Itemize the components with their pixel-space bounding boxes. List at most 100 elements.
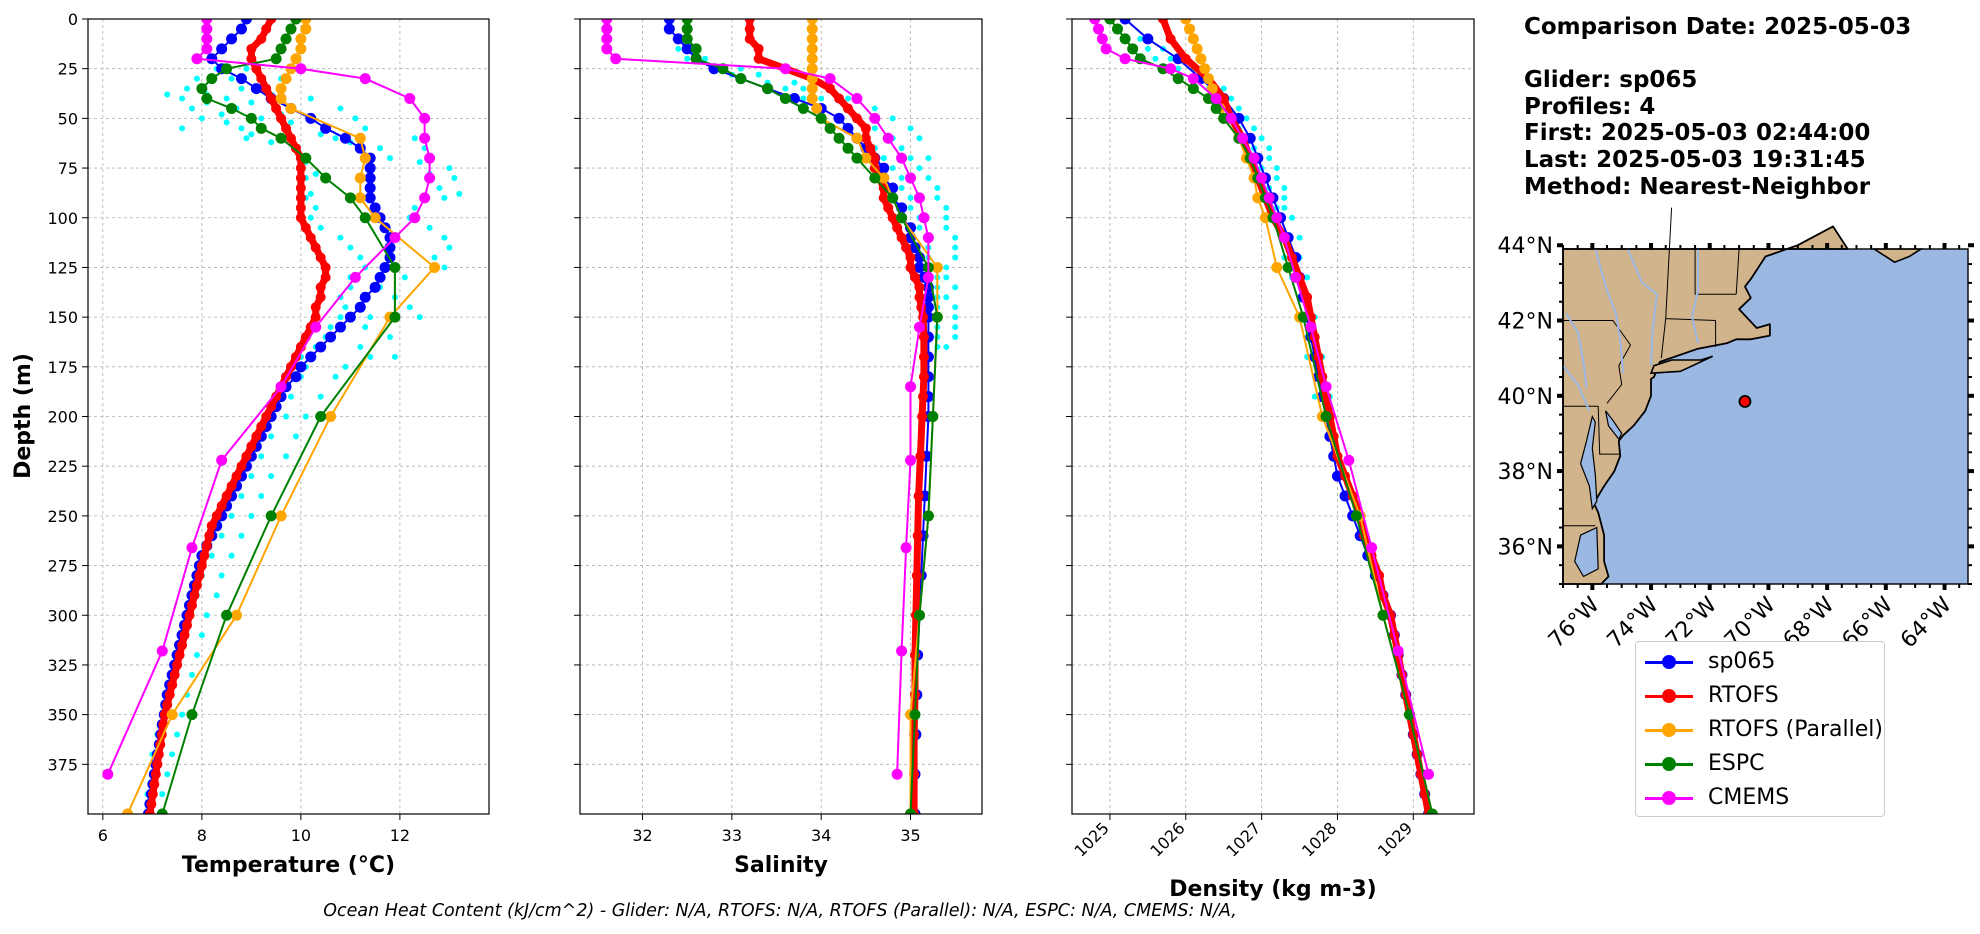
series-point-sp065 <box>681 43 693 55</box>
panel-temperature: 6 8 10 12 0 25 50 75 100 125 150 175 200 225 250 275 300… <box>11 10 490 878</box>
series-point-sp065 <box>672 33 684 45</box>
series-point-rtofs <box>177 640 188 651</box>
scatter-point <box>208 552 215 559</box>
scatter-point <box>791 79 798 86</box>
scatter-point <box>411 135 418 142</box>
series-point-espc <box>927 411 939 422</box>
series-point-rtofs <box>315 292 326 303</box>
scatter-point <box>1281 204 1288 211</box>
series-point-sp065 <box>305 351 317 363</box>
series-point-cmems <box>389 232 401 244</box>
state-border <box>1660 318 1667 359</box>
scatter-point <box>248 512 255 519</box>
scatter-point <box>164 91 171 98</box>
scatter-point <box>287 119 294 126</box>
y-tick-label: 50 <box>58 109 78 128</box>
series-point-rtofs <box>256 421 267 432</box>
scatter-point <box>446 244 453 251</box>
series-point-rtofs <box>172 659 183 670</box>
series-point-cmems <box>1248 152 1260 164</box>
series-point-cmems <box>201 33 213 45</box>
series-point-sp065 <box>1331 470 1343 482</box>
x-tick-label: 1029 <box>1374 818 1416 860</box>
series-point-espc <box>186 709 198 721</box>
series-point-rtofs <box>236 461 247 472</box>
series-point-rtofs <box>211 510 222 521</box>
series-point-rtofs-parallel <box>860 152 872 164</box>
glider-position-marker <box>1738 395 1752 408</box>
series-point-rtofs <box>295 163 306 174</box>
series-point-espc <box>389 261 401 273</box>
scatter-point <box>1281 184 1288 191</box>
scatter-point <box>268 139 275 146</box>
panel-salinity: 32 33 34 35 Salinity <box>574 18 983 878</box>
scatter-point <box>952 334 959 340</box>
series-point-espc <box>815 112 827 124</box>
scatter-point <box>943 214 950 221</box>
series-point-rtofs <box>201 540 212 551</box>
series-point-rtofs <box>290 351 301 362</box>
scatter-point <box>755 71 762 78</box>
series-point-rtofs <box>281 123 292 134</box>
lat-label: 36°N <box>1498 535 1553 560</box>
series-point-rtofs <box>744 19 755 24</box>
series-point-espc <box>909 709 921 721</box>
scatter-point <box>782 85 789 92</box>
scatter-point <box>925 175 932 181</box>
scatter-point <box>737 65 744 72</box>
scatter-point <box>416 159 423 166</box>
legend-item-espc: ESPC <box>1636 748 1884 782</box>
series-point-cmems <box>922 232 934 244</box>
series-point-rtofs <box>285 133 296 144</box>
series-point-rtofs <box>305 232 316 243</box>
series-point-rtofs-parallel <box>1195 53 1207 65</box>
series-point-rtofs <box>896 232 907 243</box>
scatter-point <box>386 334 393 340</box>
series-point-rtofs <box>194 570 205 581</box>
series-point-espc <box>681 19 693 25</box>
scatter-point <box>258 493 265 499</box>
series-point-cmems <box>1256 172 1268 184</box>
river <box>1626 248 1658 366</box>
legend-label: RTOFS <box>1708 683 1779 708</box>
series-point-rtofs <box>174 650 185 660</box>
scatter-point <box>898 145 905 152</box>
scatter-point <box>238 493 245 499</box>
series-point-rtofs-parallel <box>811 102 823 114</box>
scatter-point <box>312 204 319 211</box>
series-point-sp065 <box>1244 132 1256 144</box>
series-point-cmems <box>905 454 917 466</box>
series-point-rtofs <box>199 550 210 561</box>
x-tick-label: 8 <box>197 826 207 845</box>
x-axis-label: Density (kg m-3) <box>1169 877 1377 902</box>
series-point-espc <box>1127 43 1139 55</box>
series-point-espc <box>221 63 233 75</box>
lon-label: 64°W <box>1896 592 1957 653</box>
series-point-espc <box>1350 510 1362 522</box>
scatter-point <box>952 284 959 291</box>
series-point-rtofs <box>256 33 267 44</box>
scatter-point <box>159 791 166 798</box>
scatter-point <box>800 85 807 92</box>
series-point-rtofs-parallel <box>1191 43 1203 55</box>
plot-area <box>601 19 959 814</box>
series-point-rtofs <box>1165 33 1176 44</box>
interp-method: Method: Nearest-Neighbor <box>1524 173 1871 200</box>
series-point-espc <box>931 311 943 323</box>
series-point-cmems <box>310 321 322 333</box>
scatter-point <box>362 324 369 331</box>
series-point-rtofs <box>753 43 764 54</box>
series-point-cmems <box>891 768 903 780</box>
series-point-sp065 <box>1142 33 1154 45</box>
series-point-espc <box>779 93 791 104</box>
series-point-rtofs <box>1218 93 1229 104</box>
series-point-cmems <box>275 381 287 393</box>
scatter-point <box>198 632 205 639</box>
scatter-point <box>174 731 181 738</box>
scatter-point <box>238 532 245 539</box>
series-point-sp065 <box>1339 490 1351 502</box>
scatter-point <box>337 234 344 241</box>
series-point-rtofs-parallel <box>285 102 297 114</box>
series-point-rtofs <box>290 143 301 154</box>
series-point-espc <box>1119 33 1131 45</box>
